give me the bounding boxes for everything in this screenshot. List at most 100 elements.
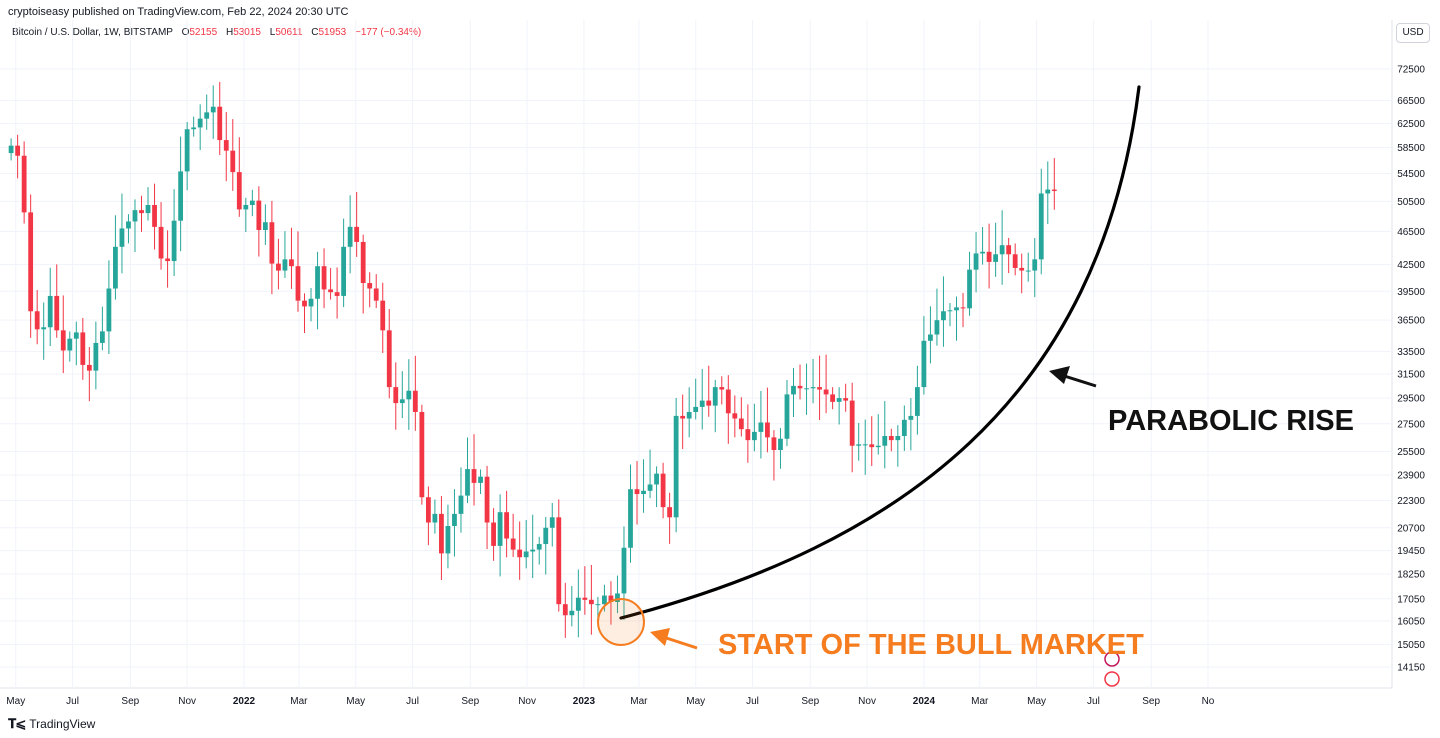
- candle-body: [47, 295, 53, 328]
- candle-body: [1025, 270, 1031, 272]
- candle-body: [210, 106, 216, 113]
- time-tick-label: Jul: [1087, 696, 1100, 707]
- candle-body: [165, 258, 170, 262]
- time-tick-label: Mar: [971, 696, 989, 707]
- candle-body: [178, 171, 184, 221]
- candle-body: [765, 422, 770, 438]
- candle-body: [28, 212, 34, 312]
- time-tick-label: Sep: [461, 696, 479, 707]
- candle-body: [608, 595, 614, 602]
- parabolic-rise-annotation: PARABOLIC RISE: [1108, 405, 1354, 437]
- candle-body: [523, 551, 529, 558]
- candle-body: [569, 610, 575, 616]
- candle-body: [973, 253, 979, 270]
- candle-body: [504, 512, 510, 539]
- time-tick-label: May: [1027, 696, 1046, 707]
- candle-body: [1012, 254, 1018, 268]
- candle-body: [491, 522, 496, 546]
- candle-body: [171, 220, 177, 262]
- candle-body: [471, 469, 477, 483]
- candle-body: [615, 593, 620, 602]
- price-tick-label: 33500: [1397, 347, 1425, 358]
- candle-body: [778, 438, 783, 451]
- candle-body: [191, 127, 197, 130]
- candle-body: [1038, 193, 1044, 260]
- candle-body: [126, 221, 131, 229]
- price-tick-label: 58500: [1397, 143, 1425, 154]
- candle-body: [797, 385, 803, 389]
- candle-body: [41, 327, 47, 330]
- currency-selector[interactable]: USD: [1396, 23, 1430, 43]
- candle-body: [34, 311, 40, 330]
- candle-body: [373, 288, 379, 301]
- candle-body: [315, 266, 320, 299]
- candle-body: [875, 445, 881, 448]
- candle-body: [647, 484, 653, 491]
- candle-body: [602, 595, 607, 605]
- candle-body: [999, 245, 1005, 255]
- close-label: C: [311, 27, 319, 38]
- candle-body: [947, 310, 953, 312]
- price-tick-label: 15050: [1397, 640, 1425, 651]
- candle-body: [425, 497, 431, 523]
- candle-body: [817, 387, 822, 390]
- candle-body: [843, 398, 849, 401]
- candle-body: [99, 331, 105, 343]
- time-tick-label: Mar: [630, 696, 648, 707]
- candle-body: [660, 473, 666, 508]
- candle-body: [262, 222, 268, 230]
- candle-body: [15, 145, 21, 156]
- candle-body: [849, 400, 855, 446]
- time-tick-label: Jul: [66, 696, 79, 707]
- close-value: 51953: [318, 27, 347, 38]
- time-tick-label: May: [686, 696, 705, 707]
- candle-body: [530, 549, 536, 552]
- price-tick-label: 23900: [1397, 471, 1425, 482]
- price-tick-label: 17050: [1397, 594, 1425, 605]
- candle-body: [986, 251, 992, 262]
- candle-body: [738, 418, 744, 430]
- candle-body: [132, 210, 138, 222]
- high-value: 53015: [233, 27, 261, 38]
- candle-body: [113, 246, 118, 289]
- candle-body: [354, 226, 360, 242]
- candle-body: [478, 476, 483, 483]
- candle-body: [419, 412, 425, 498]
- price-tick-label: 50500: [1397, 197, 1425, 208]
- candle-body: [484, 476, 490, 523]
- candle-body: [993, 254, 999, 262]
- footer-brand: TradingView: [29, 717, 96, 731]
- candle-body: [823, 389, 829, 395]
- candle-body: [360, 241, 366, 284]
- time-tick-label: Nov: [178, 696, 196, 707]
- candle-body: [810, 387, 816, 389]
- candle-body: [654, 473, 659, 485]
- candle-body: [302, 300, 307, 307]
- candle-body: [543, 527, 549, 545]
- time-tick-label: 2024: [913, 696, 936, 707]
- candle-body: [634, 489, 640, 495]
- candle-body: [895, 435, 901, 441]
- price-tick-label: 27500: [1397, 419, 1425, 430]
- candle-body: [699, 400, 705, 407]
- candle-body: [217, 106, 223, 141]
- candle-body: [719, 387, 725, 390]
- candle-body: [386, 330, 392, 388]
- candle-body: [725, 389, 731, 414]
- candle-body: [367, 283, 373, 289]
- candle-body: [693, 406, 699, 413]
- candle-body: [686, 412, 692, 419]
- price-tick-label: 14150: [1397, 663, 1425, 674]
- candle-body: [452, 513, 457, 527]
- candle-body: [8, 145, 14, 154]
- candle-body: [465, 469, 470, 496]
- candle-body: [73, 332, 79, 339]
- candle-body: [308, 298, 314, 307]
- change-value: −177 (−0.34%): [355, 27, 422, 38]
- candle-body: [888, 435, 894, 441]
- price-tick-label: 62500: [1397, 119, 1425, 130]
- candle-body: [784, 394, 790, 439]
- candle-body: [758, 422, 764, 432]
- candle-body: [249, 200, 255, 205]
